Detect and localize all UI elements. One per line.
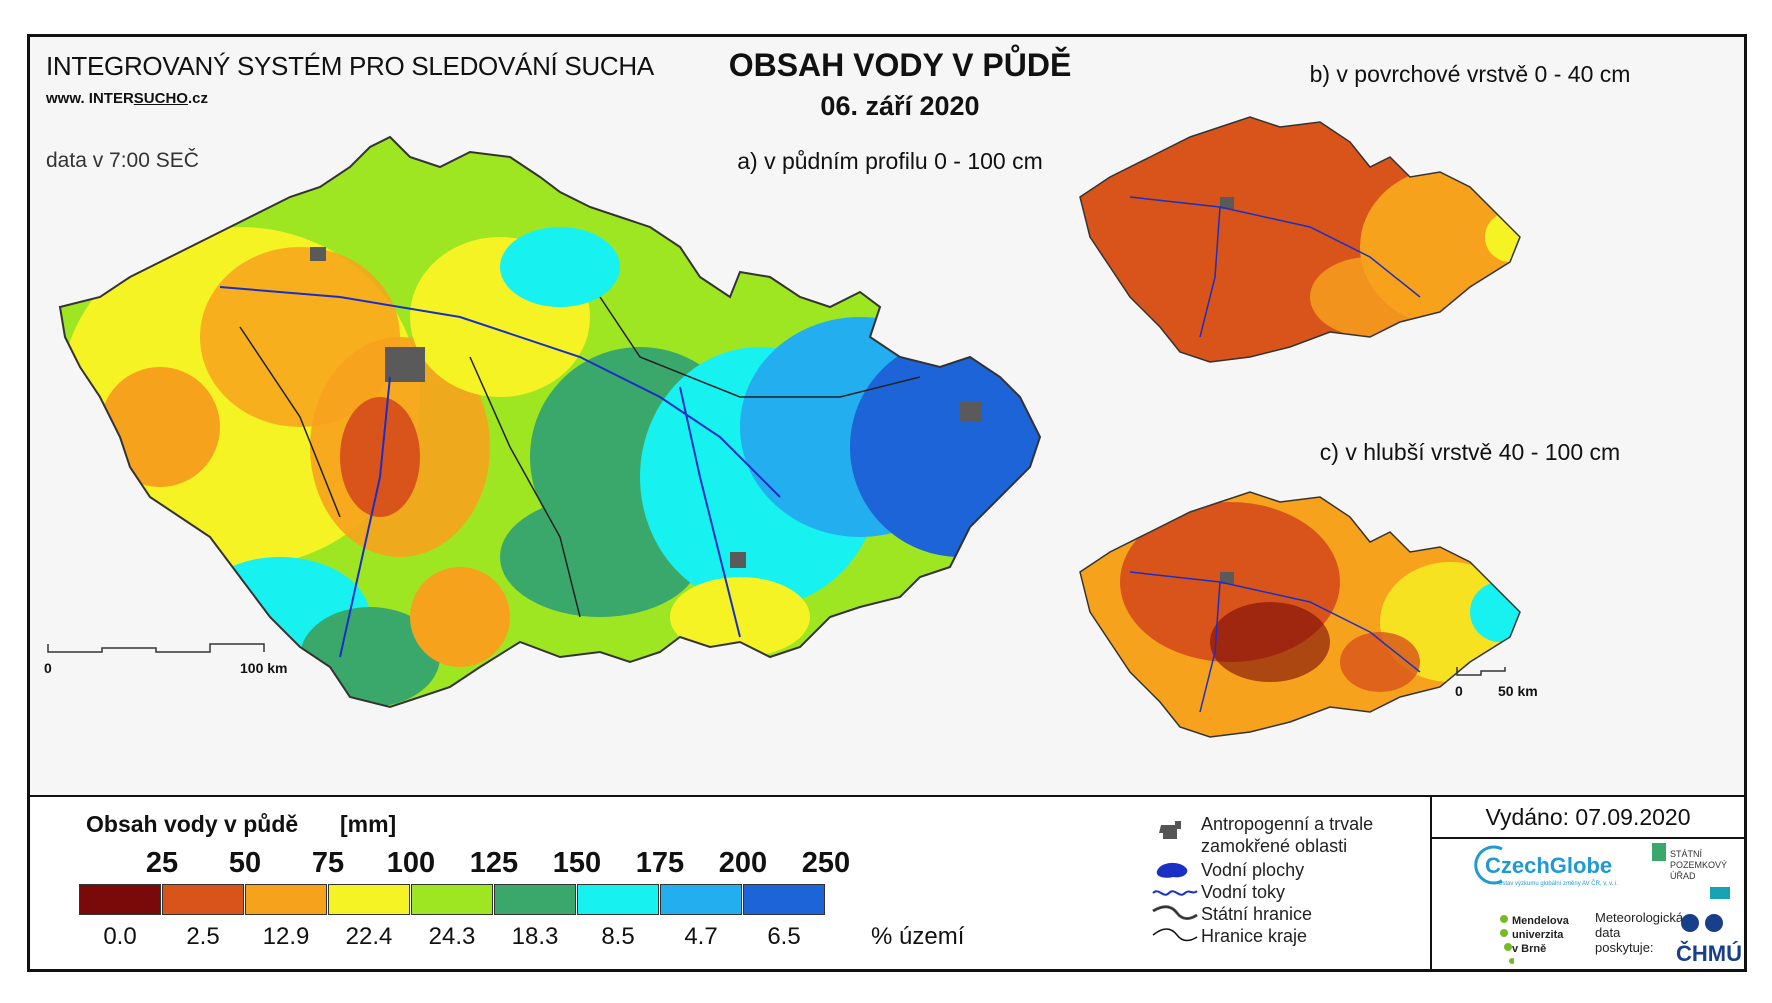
legend-state-border: Státní hranice (1201, 904, 1313, 924)
legend-threshold: 75 (311, 847, 345, 879)
czechglobe-logo-icon (1474, 845, 1503, 885)
map-a-label: a) v půdním profilu 0 - 100 cm (737, 148, 1043, 174)
legend-title: Obsah vody v půdě (86, 811, 299, 837)
legend-percent-value: 2.5 (186, 923, 220, 950)
spu-logo-icon (1652, 843, 1666, 861)
mendelu-logo: Mendelova univerzita v Brně (1512, 915, 1569, 955)
legend-threshold: 50 (228, 847, 262, 879)
legend-percent-value: 4.7 (684, 923, 718, 950)
state-border-icon (1152, 905, 1198, 920)
legend-water-bodies: Vodní plochy (1201, 860, 1305, 880)
czechglobe-logo: CzechGlobe (1485, 853, 1613, 878)
legend-anthropogenic-2: zamokřené oblasti (1201, 836, 1348, 856)
small-scale-bar (1456, 667, 1506, 676)
map-b-label: b) v povrchové vrstvě 0 - 40 cm (1309, 61, 1631, 87)
legend-color-box (79, 884, 161, 915)
surface-layer-map (1079, 116, 1521, 363)
main-scale-bar (47, 643, 265, 653)
legend-region-border: Hranice kraje (1201, 926, 1308, 946)
legend-color-box (660, 884, 742, 915)
legend-color-box (245, 884, 327, 915)
legend-threshold: 175 (635, 847, 685, 879)
chmu-logo-icon (1681, 914, 1723, 932)
legend-color-box (328, 884, 410, 915)
deep-layer-map (1079, 491, 1521, 738)
mendelu-dots-icon (1500, 915, 1514, 964)
legend-threshold: 125 (469, 847, 519, 879)
meteo-data-provider: Meteorologická data poskytuje: (1595, 910, 1684, 955)
water-body-icon (1156, 862, 1188, 878)
legend-percent-value: 0.0 (103, 923, 137, 950)
legend-threshold: 100 (386, 847, 436, 879)
river-icon (1152, 890, 1198, 896)
legend-percent-value: 22.4 (345, 923, 393, 950)
legend-color-box (743, 884, 825, 915)
map-date: 06. září 2020 (820, 91, 980, 121)
issued-date: Vydáno: 07.09.2020 (1432, 797, 1744, 839)
region-border-icon (1152, 928, 1198, 942)
legend-color-box (494, 884, 576, 915)
small-scale-start: 0 (1455, 683, 1463, 699)
legend-threshold: 150 (552, 847, 602, 879)
spu-logo: STÁTNÍ POZEMKOVÝ ÚŘAD (1670, 849, 1728, 881)
anthropogenic-area-icon (1159, 821, 1181, 839)
legend-percent-value: 6.5 (767, 923, 801, 950)
spu-mark-icon (1710, 887, 1730, 899)
legend-threshold: 25 (145, 847, 179, 879)
legend-color-box (162, 884, 244, 915)
legend-percent-value: 12.9 (262, 923, 310, 950)
legend-threshold: 250 (801, 847, 851, 879)
legend-unit: [mm] (340, 811, 397, 837)
legend-percent-value: 18.3 (511, 923, 559, 950)
map-sheet: INTEGROVANÝ SYSTÉM PRO SLEDOVÁNÍ SUCHA w… (27, 34, 1747, 972)
main-scale-start: 0 (44, 660, 52, 676)
legend-percent-value: 8.5 (601, 923, 635, 950)
system-name: INTEGROVANÝ SYSTÉM PRO SLEDOVÁNÍ SUCHA (46, 51, 654, 81)
website-link[interactable]: www. INTERSUCHO.cz (46, 90, 208, 107)
main-scale-end: 100 km (240, 660, 288, 676)
data-time: data v 7:00 SEČ (46, 149, 199, 172)
main-soil-map (58, 135, 1042, 709)
legend-rivers: Vodní toky (1201, 882, 1286, 902)
legend-anthropogenic-1: Antropogenní a trvale (1201, 814, 1374, 834)
small-scale-end: 50 km (1498, 683, 1538, 699)
legend-panel: Obsah vody v půdě [mm] 0.0 2.5 12.9 22.4 24.… (30, 797, 1744, 969)
map-title: OBSAH VODY V PŮDĚ (728, 47, 1072, 83)
legend-color-box (577, 884, 659, 915)
czechglobe-subtitle: Ústav výzkumu globální změny AV ČR, v. v… (1498, 881, 1619, 887)
legend-percent-value: 24.3 (428, 923, 476, 950)
map-area: INTEGROVANÝ SYSTÉM PRO SLEDOVÁNÍ SUCHA w… (30, 37, 1744, 797)
legend-color-box (411, 884, 493, 915)
legend-threshold: 200 (718, 847, 768, 879)
legend-percent-label: % území (871, 923, 965, 950)
legend-divider (1430, 797, 1432, 969)
map-c-label: c) v hlubší vrstvě 40 - 100 cm (1319, 439, 1621, 465)
chmu-logo: ČHMÚ (1676, 941, 1742, 966)
